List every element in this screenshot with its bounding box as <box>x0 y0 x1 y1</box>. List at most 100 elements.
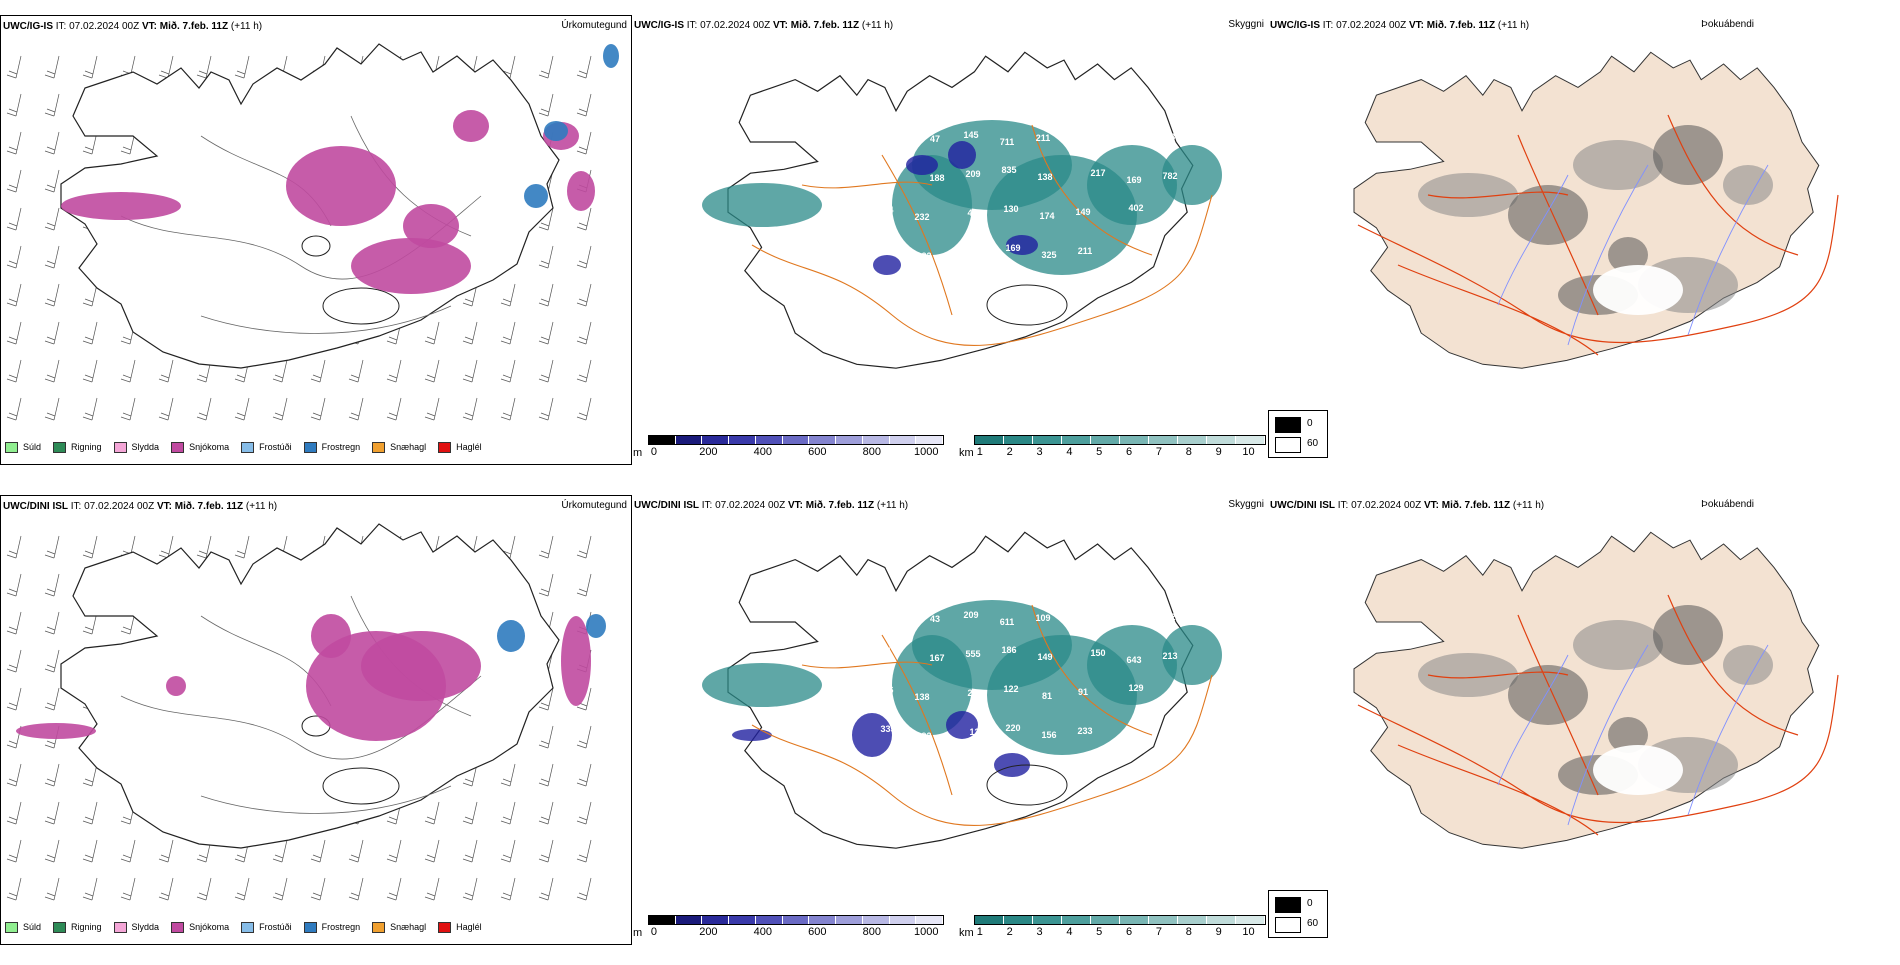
wind-barb <box>538 321 554 345</box>
terrain-cloud-area <box>1006 235 1038 255</box>
colorbar-cell <box>1236 916 1265 924</box>
legend-item: Snjókoma <box>171 921 230 933</box>
colorbar-cell <box>1062 916 1091 924</box>
colorbar-cell <box>675 916 703 924</box>
colorbar-tick-label: 8 <box>1185 446 1192 458</box>
colorbar-cell <box>1178 436 1207 444</box>
fog-key-swatch <box>1275 417 1301 433</box>
fog-map <box>1353 531 1839 849</box>
colorbar-unit: km <box>959 927 974 939</box>
colorbar-tick-label: 1000 <box>913 446 939 458</box>
colorbar-tick-label: 1 <box>976 926 983 938</box>
legend-item: Rigning <box>53 441 102 453</box>
wind-barb <box>424 359 440 383</box>
terrain-cloud-area <box>732 729 772 741</box>
cloud-base-label: 129 <box>1128 683 1143 693</box>
colorbar-cell <box>1091 916 1120 924</box>
wind-barb <box>44 131 60 155</box>
cloud-base-label: 167 <box>929 653 944 663</box>
colorbar-cell <box>1207 436 1236 444</box>
legend-label: Súld <box>23 922 42 932</box>
wind-barb <box>272 397 288 421</box>
wind-barb <box>576 397 592 421</box>
cloud-base-label: 156 <box>878 685 893 695</box>
legend-label: Snjókoma <box>189 922 230 932</box>
snow-area <box>16 723 96 739</box>
wind-barb <box>82 55 98 79</box>
cloud-base-label: 431 <box>1088 609 1103 619</box>
cloud-base-label: 462 <box>1160 612 1175 622</box>
legend-label: Snjókoma <box>189 442 230 452</box>
colorbar-tick-label: 9 <box>1215 926 1222 938</box>
snow-area <box>351 238 471 294</box>
colorbar-cell <box>782 916 810 924</box>
visibility-map: 40 47 145 711 211 456 667 113 45 188 209 835 138 217 1… <box>702 51 1222 369</box>
colorbar-tick-label: 6 <box>1126 926 1133 938</box>
wind-barb <box>386 397 402 421</box>
colorbar-cell <box>862 916 890 924</box>
wind-barb <box>576 207 592 231</box>
glacier-outline <box>986 764 1068 806</box>
wind-barb <box>538 283 554 307</box>
colorbar-strip <box>648 435 944 445</box>
fog-key-swatch <box>1275 437 1301 453</box>
wind-barb <box>538 245 554 269</box>
cloud-base-label: 220 <box>967 688 982 698</box>
cloud-base-label: 47 <box>930 134 940 144</box>
legend-swatch <box>5 921 18 933</box>
panel-header: UWC/DINI ISL IT: 07.02.2024 00Z VT: Mið.… <box>634 500 909 511</box>
cloud-base-label: 220 <box>1005 723 1020 733</box>
cloud-base-label: 402 <box>1128 203 1143 213</box>
snow-area <box>403 204 459 248</box>
legend-item: Snæhagl <box>372 921 426 933</box>
colorbar-tick-label: 4 <box>1066 446 1073 458</box>
visibility-map: 27 43 209 611 109 431 481 462 221 167 555 186 149 150… <box>702 531 1222 849</box>
cloud-base-label: 169 <box>1126 175 1141 185</box>
legend-swatch <box>171 441 185 453</box>
colorbar-cell <box>729 436 756 444</box>
cloud-base-label: 81 <box>1042 691 1052 701</box>
wind-barb <box>500 397 516 421</box>
legend-item: Súld <box>5 921 42 933</box>
wind-barb <box>576 839 592 863</box>
legend-label: Slydda <box>131 922 160 932</box>
wind-barb <box>500 877 516 901</box>
wind-barb <box>576 801 592 825</box>
wind-barb <box>500 801 516 825</box>
wind-barb <box>462 397 478 421</box>
glacier-white <box>1593 265 1683 315</box>
cloud-base-label: 604 <box>1164 210 1179 220</box>
colorbar-cell <box>889 436 917 444</box>
wind-barb <box>6 207 22 231</box>
fog-panel: UWC/IG-IS IT: 07.02.2024 00Z VT: Mið. 7.… <box>1268 15 1900 465</box>
wind-barb <box>158 359 174 383</box>
fog-key-swatch <box>1275 897 1301 913</box>
fog-key: 0 60 <box>1268 410 1328 458</box>
wind-barb <box>44 839 60 863</box>
colorbar-tick-label: 0 <box>650 926 657 938</box>
wind-barb <box>44 55 60 79</box>
cloud-base-label: 611 <box>1000 617 1015 627</box>
wind-barb <box>82 321 98 345</box>
legend-label: Frostúði <box>259 922 292 932</box>
wind-barb <box>576 321 592 345</box>
wind-barb <box>234 877 250 901</box>
wind-barb <box>82 283 98 307</box>
colorbar-cell <box>916 436 944 444</box>
wind-barb <box>44 877 60 901</box>
wind-barb <box>44 535 60 559</box>
snow-area <box>361 631 481 701</box>
wind-barb <box>6 321 22 345</box>
legend-item: Frostúði <box>241 441 292 453</box>
terrain-cloud-area <box>948 141 976 169</box>
wind-barb <box>158 397 174 421</box>
cloud-base-label: 481 <box>1124 616 1139 626</box>
wind-barb <box>462 801 478 825</box>
wind-barb <box>386 877 402 901</box>
wind-barb <box>82 801 98 825</box>
wind-barb <box>196 55 212 79</box>
wind-barb <box>6 763 22 787</box>
legend-swatch <box>438 441 452 453</box>
roads <box>751 604 1213 827</box>
legend-swatch <box>53 441 67 453</box>
